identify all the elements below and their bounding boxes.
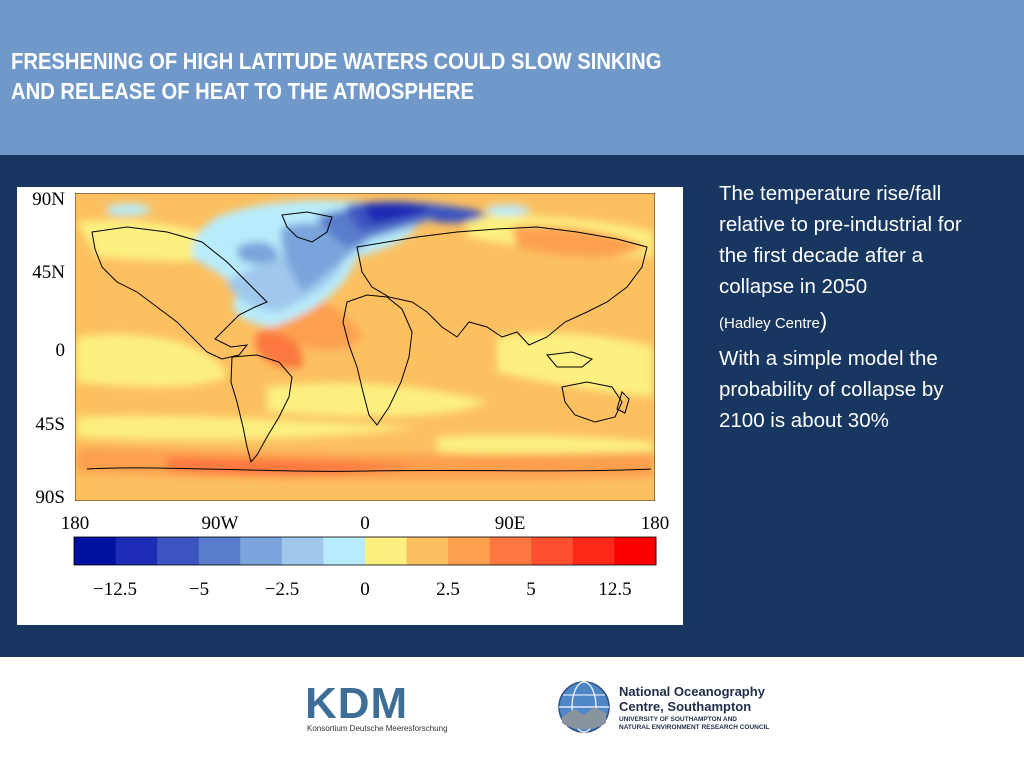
- colorbar-label: −2.5: [265, 579, 299, 600]
- noc-logo: [558, 681, 610, 733]
- colorbar-label: −5: [189, 579, 209, 600]
- lat-label-eq: 0: [56, 340, 66, 361]
- colorbar-swatch: [614, 537, 657, 565]
- lat-label-90s: 90S: [35, 487, 65, 508]
- source-citation-close: ): [819, 308, 828, 333]
- colorbar-swatch: [115, 537, 158, 565]
- colorbar: [74, 537, 657, 565]
- lon-label-90e: 90E: [495, 513, 526, 534]
- description-paragraph-1: The temperature rise/fall relative to pr…: [719, 182, 962, 298]
- slide-title-line-1: FRESHENING OF HIGH LATITUDE WATERS COULD…: [11, 48, 662, 74]
- colorbar-swatch: [240, 537, 283, 565]
- lat-label-90n: 90N: [32, 189, 65, 210]
- slide-title-line-2: AND RELEASE OF HEAT TO THE ATMOSPHERE: [11, 78, 474, 104]
- temperature-map-svg: 90N 45N 0 45S 90S 180 90W 0 90E 180 −12.…: [32, 189, 670, 600]
- colorbar-swatch: [323, 537, 366, 565]
- colorbar-swatch: [572, 537, 615, 565]
- temperature-anomaly-figure: 90N 45N 0 45S 90S 180 90W 0 90E 180 −12.…: [17, 187, 683, 625]
- colorbar-swatch: [74, 537, 117, 565]
- latitude-labels: 90N 45N 0 45S 90S: [32, 189, 65, 508]
- colorbar-label: 5: [526, 579, 536, 600]
- anomaly-map: [75, 193, 655, 501]
- colorbar-label: −12.5: [93, 579, 137, 600]
- noc-name: National Oceanography Centre, Southampto…: [619, 684, 765, 714]
- lat-label-45s: 45S: [35, 414, 65, 435]
- colorbar-swatch: [198, 537, 241, 565]
- colorbar-label: 12.5: [598, 579, 631, 600]
- source-citation: (Hadley Centre): [719, 308, 989, 337]
- colorbar-swatch: [281, 537, 324, 565]
- colorbar-label: 2.5: [436, 579, 460, 600]
- noc-subtitle: UNIVERSITY OF SOUTHAMPTON AND NATURAL EN…: [619, 716, 769, 732]
- description-column: The temperature rise/fall relative to pr…: [719, 178, 989, 436]
- kdm-logo-text: KDM: [305, 680, 408, 728]
- title-band: FRESHENING OF HIGH LATITUDE WATERS COULD…: [0, 0, 1024, 155]
- slide-title: FRESHENING OF HIGH LATITUDE WATERS COULD…: [11, 46, 699, 106]
- lon-label-180w: 180: [61, 513, 90, 534]
- colorbar-label: 0: [360, 579, 370, 600]
- colorbar-swatch: [365, 537, 408, 565]
- lon-label-0: 0: [360, 513, 370, 534]
- colorbar-swatch: [406, 537, 449, 565]
- globe-icon: [558, 681, 610, 733]
- description-paragraph-2: With a simple model the probability of c…: [719, 347, 944, 432]
- noc-subtitle-line-2: NATURAL ENVIRONMENT RESEARCH COUNCIL: [619, 724, 770, 731]
- colorbar-swatch: [157, 537, 200, 565]
- colorbar-swatch: [489, 537, 532, 565]
- noc-name-line-2: Centre, Southampton: [619, 699, 752, 714]
- footer: [0, 657, 1024, 768]
- noc-subtitle-line-1: UNIVERSITY OF SOUTHAMPTON AND: [619, 716, 737, 723]
- kdm-subtitle: Konsortium Deutsche Meeresforschung: [307, 724, 448, 733]
- lon-label-180e: 180: [641, 513, 670, 534]
- colorbar-swatch: [531, 537, 574, 565]
- noc-name-line-1: National Oceanography: [619, 684, 765, 699]
- source-citation-name: (Hadley Centre: [719, 315, 820, 332]
- coastlines: [86, 211, 652, 472]
- kdm-logo: KDM: [305, 680, 408, 728]
- longitude-labels: 180 90W 0 90E 180: [61, 513, 670, 534]
- lat-label-45n: 45N: [32, 262, 65, 283]
- colorbar-labels: −12.5 −5 −2.5 0 2.5 5 12.5: [93, 579, 632, 600]
- lon-label-90w: 90W: [202, 513, 239, 534]
- colorbar-swatch: [448, 537, 491, 565]
